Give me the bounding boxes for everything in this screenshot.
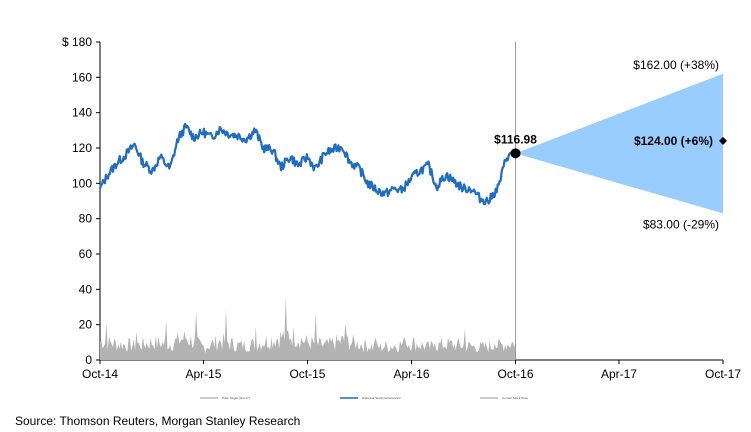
x-tick-label: Apr-17: [601, 367, 637, 381]
y-tick-label: 20: [79, 318, 93, 332]
x-axis: Oct-14 Apr-15 Oct-15 Apr-16 Oct-16 Apr-17 Oct-…: [82, 359, 741, 381]
y-tick-label: $ 180: [62, 35, 92, 49]
y-tick-label: 120: [72, 141, 92, 155]
y-tick-label: 0: [85, 353, 92, 367]
legend-label: Historical Stock Performance: [362, 396, 401, 400]
legend-label: Current Stock Price: [502, 396, 528, 400]
high-price-label: $162.00 (+38%): [633, 58, 719, 72]
volume-area: [100, 296, 516, 360]
y-axis: $ 180 160 140 120 100 80 60 40 20 0: [62, 35, 101, 367]
current-price-marker: [510, 148, 521, 159]
volume-fill: [100, 296, 516, 360]
forecast-cone: [515, 73, 723, 214]
current-price-label: $116.98: [494, 132, 537, 146]
forecast-cone-shape: [515, 73, 723, 214]
price-series: [98, 122, 517, 206]
y-tick-label: 80: [79, 212, 93, 226]
x-tick-label: Oct-15: [289, 367, 325, 381]
legend: Price Target (Oct-17) Historical Stock Pe…: [200, 396, 528, 400]
x-tick-label: Oct-17: [705, 367, 741, 381]
y-tick-label: 160: [72, 70, 92, 84]
annotations: $116.98 $124.00 (+6%) $162.00 (+38%) $83.00…: [494, 58, 727, 231]
y-tick-label: 100: [72, 176, 92, 190]
source-note: Source: Thomson Reuters, Morgan Stanley …: [15, 414, 301, 428]
y-tick-label: 60: [79, 247, 93, 261]
x-tick-label: Oct-14: [82, 367, 118, 381]
x-tick-label: Apr-16: [393, 367, 429, 381]
target-price-label: $124.00 (+6%): [634, 134, 713, 148]
x-tick-label: Oct-16: [498, 367, 534, 381]
legend-label: Price Target (Oct-17): [222, 396, 250, 400]
x-tick-label: Apr-15: [185, 367, 221, 381]
target-price-marker: [719, 136, 727, 145]
price-line: [98, 122, 517, 206]
y-tick-label: 40: [79, 282, 93, 296]
y-tick-label: 140: [72, 106, 92, 120]
low-price-label: $83.00 (-29%): [643, 217, 719, 231]
